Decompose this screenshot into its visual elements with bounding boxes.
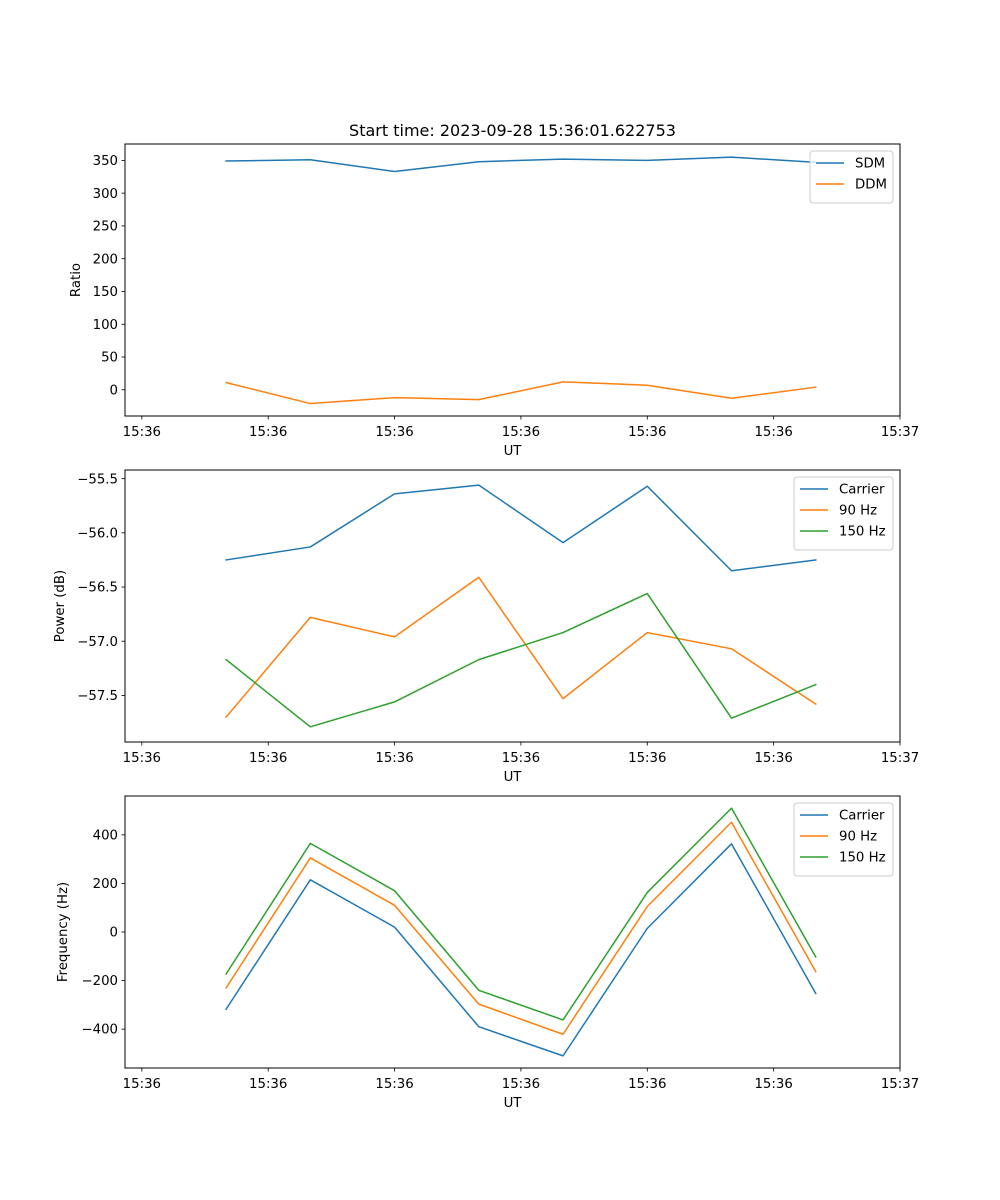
x-tick-label: 15:37 [881,425,919,440]
y-tick-label: −56.5 [77,581,118,596]
x-tick-label: 15:37 [881,1077,919,1092]
series-line-carrier [225,484,817,572]
x-tick-label: 15:37 [881,751,919,766]
y-tick-label: 400 [93,828,118,843]
x-tick-label: 15:36 [123,425,161,440]
x-tick-label: 15:36 [249,1077,287,1092]
subplot-ratio: 0 50 100 150 200 250 300 350 15:36 15:36 15:36 15:3… [69,143,919,459]
series-line-90-hz [225,821,817,1035]
y-tick-label: −57.5 [77,689,118,704]
y-tick-label: −200 [81,974,118,989]
y-tick-label: −400 [81,1023,118,1038]
y-axis-label: Ratio [69,263,84,297]
series-line-90-hz [225,576,817,719]
x-tick-label: 15:36 [628,751,666,766]
legend-label: SDM [855,157,885,172]
axes-frame [124,469,901,743]
series-group [225,807,817,1057]
x-tick-label: 15:36 [375,751,413,766]
subplot-power: −55.5 −56.0 −56.5 −57.0 −57.5 15:36 15:36 15:36… [53,469,919,785]
legend-label: 90 Hz [839,504,877,519]
x-tick-label: 15:36 [249,425,287,440]
series-line-150-hz [225,592,817,728]
y-tick-label: 200 [93,252,118,267]
axes-frame [124,795,901,1069]
x-tick-label: 15:36 [754,751,792,766]
series-line-sdm [225,156,817,173]
x-tick-label: 15:36 [502,1077,540,1092]
y-tick-label: −57.0 [77,635,118,650]
y-axis-label: Frequency (Hz) [56,882,71,982]
legend-label: 150 Hz [839,851,886,866]
legend-label: 150 Hz [839,525,886,540]
y-tick-label: 100 [93,318,118,333]
series-line-ddm [225,381,817,405]
x-tick-label: 15:36 [754,1077,792,1092]
legend: SDM DDM [809,150,894,204]
series-line-carrier [225,843,817,1057]
x-tick-label: 15:36 [123,1077,161,1092]
x-tick-label: 15:36 [375,1077,413,1092]
legend-label: 90 Hz [839,830,877,845]
x-tick-label: 15:36 [502,751,540,766]
y-tick-label: 50 [101,351,118,366]
legend-label: Carrier [839,483,885,498]
x-tick-label: 15:36 [628,425,666,440]
series-group [225,484,817,728]
axes-frame [124,143,901,417]
x-tick-label: 15:36 [375,425,413,440]
x-tick-label: 15:36 [628,1077,666,1092]
y-tick-label: −56.0 [77,526,118,541]
x-axis-label: UT [504,770,523,785]
series-line-150-hz [225,807,817,1021]
y-tick-label: 250 [93,220,118,235]
y-tick-label: 200 [93,877,118,892]
y-tick-label: 150 [93,285,118,300]
y-tick-label: 300 [93,187,118,202]
legend-box [809,150,894,204]
legend: Carrier 90 Hz 150 Hz [793,802,894,877]
y-tick-label: 350 [93,154,118,169]
x-tick-label: 15:36 [502,425,540,440]
x-tick-label: 15:36 [123,751,161,766]
legend-label: DDM [855,178,887,193]
series-group [225,156,817,405]
legend: Carrier 90 Hz 150 Hz [793,476,894,551]
y-tick-label: 0 [110,926,118,941]
y-tick-label: 0 [110,383,118,398]
chart-title: Start time: 2023-09-28 15:36:01.622753 [349,121,676,140]
x-axis-label: UT [504,444,523,459]
x-tick-label: 15:36 [249,751,287,766]
x-axis-label: UT [504,1096,523,1111]
x-tick-label: 15:36 [754,425,792,440]
legend-label: Carrier [839,809,885,824]
y-axis-label: Power (dB) [53,570,68,642]
subplot-frequency: 400 200 0 −200 −400 15:36 15:36 15:36 15:36 15:36… [56,795,919,1111]
y-tick-label: −55.5 [77,472,118,487]
